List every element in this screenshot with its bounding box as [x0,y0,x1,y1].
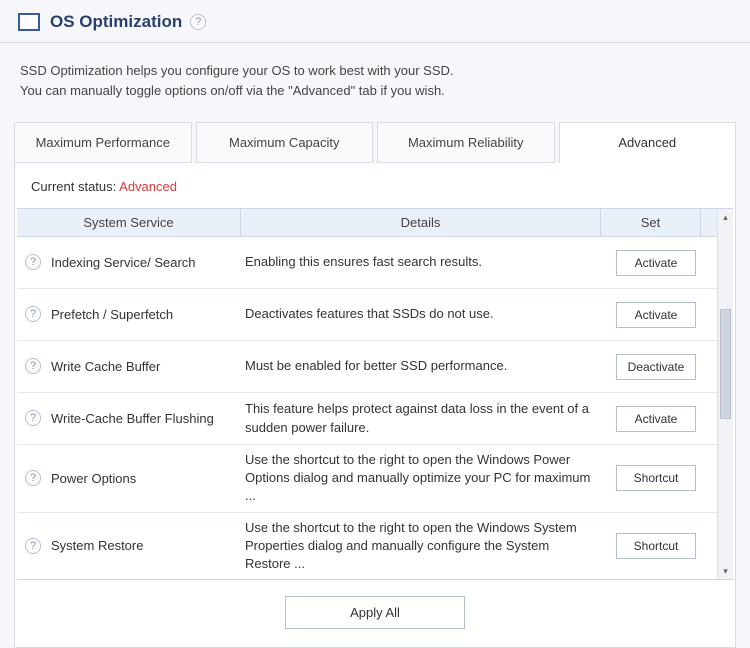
service-cell: ? Prefetch / Superfetch [17,300,241,330]
row-help-icon[interactable]: ? [25,358,41,374]
service-name: Indexing Service/ Search [51,254,196,272]
scroll-thumb[interactable] [720,309,731,419]
scroll-up-icon[interactable]: ▴ [718,209,733,225]
deactivate-button[interactable]: Deactivate [616,354,696,380]
details-cell: Use the shortcut to the right to open th… [241,445,603,512]
set-cell: Shortcut [603,527,717,565]
activate-button[interactable]: Activate [616,302,696,328]
row-help-icon[interactable]: ? [25,306,41,322]
row-help-icon[interactable]: ? [25,254,41,270]
scrollbar[interactable]: ▴ ▾ [717,209,733,579]
set-cell: Shortcut [603,459,717,497]
details-cell: Use the shortcut to the right to open th… [241,513,603,580]
details-cell: Deactivates features that SSDs do not us… [241,299,603,329]
service-name: Prefetch / Superfetch [51,306,173,324]
intro-line-1: SSD Optimization helps you configure you… [20,61,730,81]
set-cell: Activate [603,244,717,282]
row-help-icon[interactable]: ? [25,538,41,554]
details-cell: This feature helps protect against data … [241,394,603,442]
services-table: System Service Details Set ? Indexing Ser… [17,208,733,580]
set-cell: Activate [603,400,717,438]
service-cell: ? System Restore [17,531,241,561]
col-head-set: Set [601,209,701,236]
apply-all-button[interactable]: Apply All [285,596,465,629]
page-header: OS Optimization ? [0,0,750,43]
service-name: Write-Cache Buffer Flushing [51,410,214,428]
col-head-service: System Service [17,209,241,236]
row-help-icon[interactable]: ? [25,470,41,486]
tab-max-performance[interactable]: Maximum Performance [14,122,192,163]
shortcut-button[interactable]: Shortcut [616,533,696,559]
intro-text: SSD Optimization helps you configure you… [0,43,750,122]
help-icon[interactable]: ? [190,14,206,30]
table-row: ? Prefetch / Superfetch Deactivates featur… [17,289,717,341]
tab-max-reliability[interactable]: Maximum Reliability [377,122,555,163]
table-row: ? Indexing Service/ Search Enabling this e… [17,237,717,289]
details-cell: Enabling this ensures fast search result… [241,247,603,277]
status-value: Advanced [119,179,177,194]
table-header-row: System Service Details Set [17,209,717,237]
activate-button[interactable]: Activate [616,250,696,276]
status-label: Current status: [31,179,119,194]
col-head-spacer [701,209,717,236]
service-cell: ? Write Cache Buffer [17,352,241,382]
page-title: OS Optimization [50,12,182,32]
table-row: ? System Restore Use the shortcut to the r… [17,513,717,580]
intro-line-2: You can manually toggle options on/off v… [20,81,730,101]
tab-panel-advanced: Current status: Advanced System Service … [14,163,736,648]
tab-advanced[interactable]: Advanced [559,122,737,163]
service-cell: ? Power Options [17,464,241,494]
col-head-details: Details [241,209,601,236]
scroll-down-icon[interactable]: ▾ [718,563,733,579]
set-cell: Deactivate [603,348,717,386]
table-row: ? Power Options Use the shortcut to the ri… [17,445,717,513]
service-cell: ? Write-Cache Buffer Flushing [17,404,241,434]
tab-strip: Maximum Performance Maximum Capacity Max… [0,122,750,163]
table-row: ? Write-Cache Buffer Flushing This feature… [17,393,717,445]
service-name: Power Options [51,470,136,488]
service-name: Write Cache Buffer [51,358,160,376]
table-row: ? Write Cache Buffer Must be enabled for b… [17,341,717,393]
status-line: Current status: Advanced [15,179,735,208]
service-name: System Restore [51,537,143,555]
row-help-icon[interactable]: ? [25,410,41,426]
details-cell: Must be enabled for better SSD performan… [241,351,603,381]
service-cell: ? Indexing Service/ Search [17,248,241,278]
set-cell: Activate [603,296,717,334]
shortcut-button[interactable]: Shortcut [616,465,696,491]
activate-button[interactable]: Activate [616,406,696,432]
window-icon [18,13,40,31]
tab-max-capacity[interactable]: Maximum Capacity [196,122,374,163]
